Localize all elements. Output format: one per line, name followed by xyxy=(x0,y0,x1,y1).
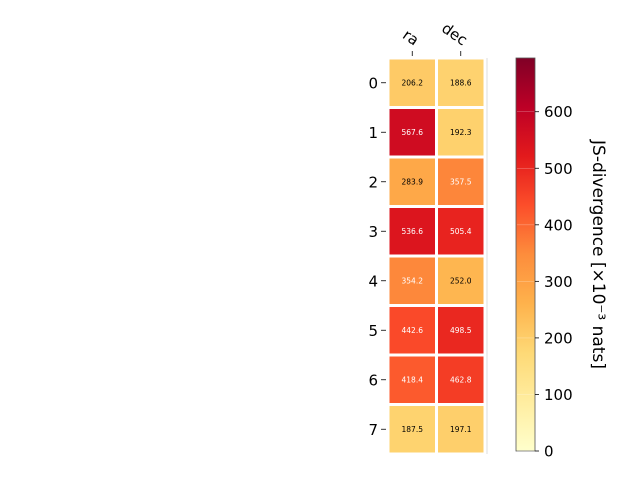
colorbar-tick-label: 400 xyxy=(544,216,573,234)
heatmap-cell xyxy=(435,205,487,258)
cell-value-label: 536.6 xyxy=(402,227,424,236)
colorbar-label: JS-divergence [×10⁻³ nats] xyxy=(588,139,608,369)
colorbar xyxy=(515,57,536,452)
row-label: 4 xyxy=(368,272,378,290)
cell-value-label: 442.6 xyxy=(402,326,424,335)
heatmap-cell xyxy=(435,304,487,357)
heatmap-cell xyxy=(386,403,438,456)
row-label: 6 xyxy=(368,371,378,389)
column-label: dec xyxy=(438,19,470,49)
colorbar-tick-label: 500 xyxy=(544,160,573,178)
colorbar-tick-label: 200 xyxy=(544,329,573,347)
colorbar-tick-label: 0 xyxy=(544,443,554,461)
row-label: 2 xyxy=(368,173,378,191)
cell-value-label: 197.1 xyxy=(450,425,472,434)
cell-value-label: 498.5 xyxy=(450,326,472,335)
cell-value-label: 418.4 xyxy=(402,375,424,384)
cell-value-label: 188.6 xyxy=(450,78,472,87)
heatmap-cell xyxy=(435,155,487,208)
cell-value-label: 462.8 xyxy=(450,375,472,384)
cell-value-label: 192.3 xyxy=(450,128,472,137)
colorbar-tick-label: 300 xyxy=(544,273,573,291)
cell-value-label: 354.2 xyxy=(402,276,424,285)
colorbar-tick-label: 600 xyxy=(544,103,573,121)
column-label: ra xyxy=(399,26,422,50)
row-label: 3 xyxy=(368,223,378,241)
heatmap-cell xyxy=(435,254,487,307)
row-label: 1 xyxy=(368,124,378,142)
heatmap-cell xyxy=(386,304,438,357)
cell-value-label: 252.0 xyxy=(450,276,472,285)
cell-value-label: 357.5 xyxy=(450,177,472,186)
colorbar-tick-label: 100 xyxy=(544,386,573,404)
row-label: 5 xyxy=(368,322,378,340)
row-label: 0 xyxy=(368,74,378,92)
cell-value-label: 567.6 xyxy=(402,128,424,137)
cell-value-label: 505.4 xyxy=(450,227,472,236)
cell-value-label: 283.9 xyxy=(402,177,424,186)
row-label: 7 xyxy=(368,421,378,439)
cell-value-label: 187.5 xyxy=(402,425,424,434)
heatmap-cell xyxy=(435,403,487,456)
cell-value-label: 206.2 xyxy=(402,78,424,87)
heatmap-cell xyxy=(435,56,487,109)
heatmap-cell xyxy=(435,353,487,406)
